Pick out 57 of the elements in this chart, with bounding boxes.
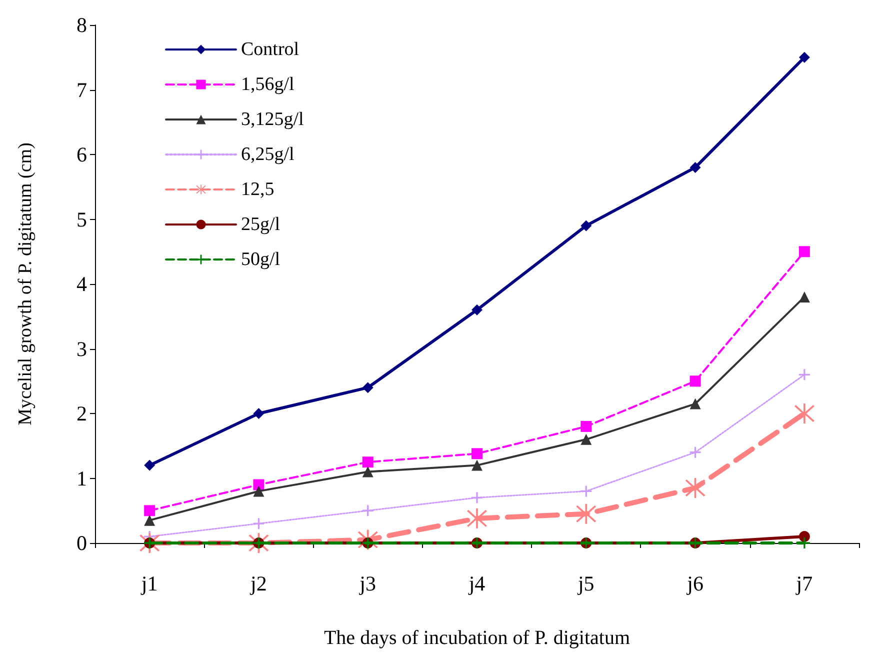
y-tick-label: 7: [76, 78, 87, 102]
x-tick-label: j2: [250, 572, 267, 596]
y-axis-title: Mycelial growth of P. digitatum (cm): [15, 142, 36, 426]
x-tick-label: j5: [576, 572, 594, 596]
legend-label: 6,25g/l: [241, 144, 294, 165]
point: [472, 460, 482, 471]
legend-label: 12,5: [241, 179, 274, 200]
point: [798, 52, 810, 63]
x-tick-label: j4: [468, 572, 486, 596]
y-tick-label: 2: [76, 402, 87, 426]
point: [362, 456, 374, 468]
point: [794, 404, 814, 424]
point: [798, 291, 810, 302]
legend-label: 3,125g/l: [241, 109, 304, 130]
x-tick-label: j3: [358, 572, 376, 596]
x-tick-label: j6: [686, 572, 704, 596]
point: [253, 518, 264, 530]
point: [690, 446, 701, 458]
point: [253, 408, 264, 419]
legend-label: Control: [241, 39, 300, 60]
point: [576, 504, 596, 524]
point: [467, 508, 487, 528]
y-tick-label: 8: [76, 13, 87, 37]
point: [362, 466, 374, 478]
y-tick-label: 0: [76, 531, 87, 555]
y-tick-label: 6: [76, 142, 87, 166]
point: [685, 478, 706, 498]
point: [253, 479, 264, 490]
point: [253, 486, 264, 497]
point: [580, 434, 592, 445]
point: [798, 531, 810, 542]
legend-label: 25g/l: [241, 214, 280, 235]
x-axis-title: The days of incubation of P. digitatum: [324, 627, 630, 649]
y-tick-label: 5: [76, 207, 87, 232]
point: [362, 382, 374, 394]
point: [690, 162, 701, 173]
point: [144, 514, 156, 526]
x-tick-label: j1: [140, 572, 158, 596]
point: [362, 505, 374, 516]
point: [580, 420, 592, 432]
point: [472, 492, 482, 504]
point: [798, 369, 810, 380]
y-tick-label: 3: [76, 336, 87, 361]
point: [690, 398, 701, 410]
point: [580, 486, 592, 497]
point: [798, 246, 810, 258]
legend-label: 50g/l: [241, 249, 280, 270]
point: [144, 460, 156, 471]
point: [690, 376, 701, 387]
point: [472, 448, 482, 460]
legend-label: 1,56g/l: [241, 74, 294, 95]
y-tick-label: 1: [76, 466, 87, 490]
y-tick-label: 4: [76, 272, 88, 296]
point: [580, 220, 592, 232]
point: [144, 505, 156, 516]
point: [472, 304, 482, 316]
x-tick-label: j7: [795, 572, 813, 596]
